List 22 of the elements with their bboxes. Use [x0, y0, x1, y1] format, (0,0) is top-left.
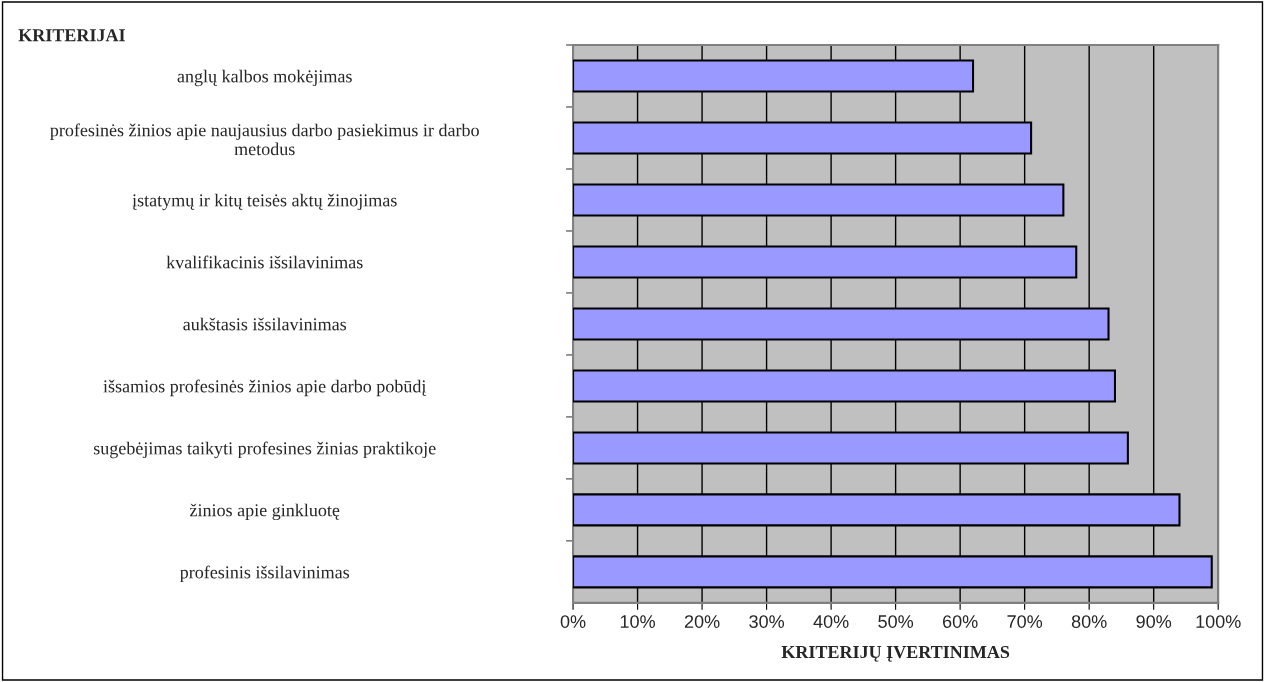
- y-tick-label: anglų kalbos mokėjimas: [177, 69, 352, 87]
- y-tick-label: kvalifikacinis išsilavinimas: [166, 255, 363, 269]
- y-tick-label: žinios apie ginkluotę: [189, 503, 340, 521]
- x-tick-label: 80%: [1071, 615, 1107, 628]
- y-tick-label: išsamios profesinės žinios apie darbo pobūdį: [103, 379, 427, 397]
- x-tick-label: 30%: [749, 615, 785, 628]
- x-axis-title: KRITERIJŲ ĮVERTINIMAS: [781, 645, 1010, 662]
- x-tick-label: 90%: [1136, 615, 1172, 628]
- y-tick-label: profesinės žinios apie naujausius darbo pasiekimus ir darbo metodus: [50, 123, 479, 156]
- y-tick-label: įstatymų ir kitų teisės aktų žinojimas: [132, 193, 397, 211]
- x-tick-label: 100%: [1196, 615, 1241, 628]
- x-tick-label: 70%: [1007, 615, 1043, 628]
- y-tick-label: profesinis išsilavinimas: [179, 565, 350, 583]
- y-axis-title: KRITERIJAI: [18, 29, 125, 42]
- x-tick-label: 0%: [560, 615, 586, 628]
- y-tick-label: aukštasis išsilavinimas: [183, 317, 347, 331]
- x-tick-label: 60%: [942, 615, 978, 628]
- y-tick-label: sugebėjimas taikyti profesines žinias praktikoje: [93, 441, 436, 459]
- x-tick-label: 10%: [620, 615, 655, 628]
- x-tick-label: 40%: [813, 615, 849, 628]
- x-tick-label: 50%: [878, 615, 914, 628]
- x-tick-label: 20%: [684, 615, 720, 628]
